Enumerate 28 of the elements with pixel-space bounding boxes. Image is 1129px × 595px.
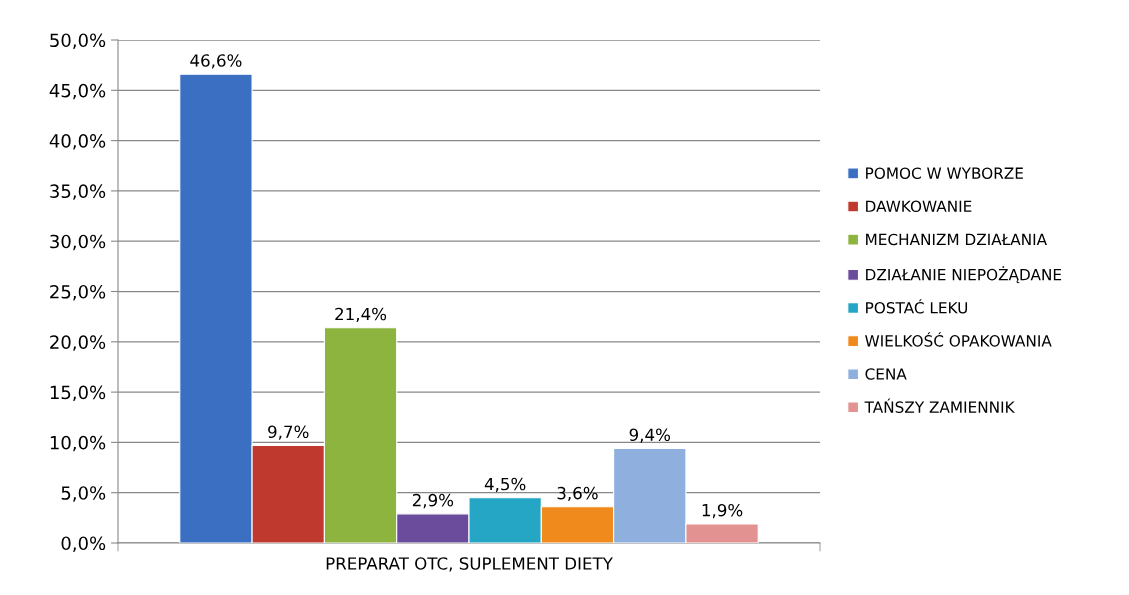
legend-label: DZIAŁANIE NIEPOŻĄDANE: [866, 266, 1062, 284]
legend-label: WIELKOŚĆ OPAKOWANIA: [865, 332, 1052, 347]
legend-label: DAWKOWANIE: [866, 200, 972, 213]
data-label: 2,9%: [412, 493, 454, 509]
legend-label: TAŃSZY ZAMIENNIK: [864, 398, 1015, 413]
legend-label: MECHANIZM DZIAŁANIA: [866, 233, 1047, 246]
legend-label: POSTAĆ LEKU: [866, 299, 968, 314]
legend-label: POMOC W WYBORZE: [866, 167, 1023, 179]
y-tick-label: 40,0%: [49, 134, 106, 150]
y-tick-label: 10,0%: [50, 435, 106, 452]
y-tick-label: 50,0%: [50, 33, 106, 49]
y-tick-label: 5,0%: [61, 486, 106, 502]
y-tick-label: 35,0%: [50, 184, 106, 200]
legend-label: CENA: [865, 368, 907, 380]
y-tick-label: 25,0%: [50, 284, 106, 301]
y-tick-label: 20,0%: [50, 335, 106, 351]
data-label: 21,4%: [335, 307, 387, 323]
data-label: 1,9%: [702, 503, 743, 519]
data-label: 4,5%: [484, 477, 526, 493]
data-label: 3,6%: [557, 486, 598, 502]
data-label: 9,7%: [268, 425, 309, 440]
y-tick-label: 0,0%: [61, 536, 106, 552]
y-tick-label: 30,0%: [50, 234, 106, 251]
y-tick-label: 15,0%: [50, 385, 106, 402]
data-label: 9,4%: [629, 428, 671, 443]
data-label: 46,6%: [190, 54, 242, 69]
y-tick-label: 45,0%: [49, 83, 106, 100]
x-tick-label: PREPARAT OTC, SUPLEMENT DIETY: [326, 557, 613, 572]
